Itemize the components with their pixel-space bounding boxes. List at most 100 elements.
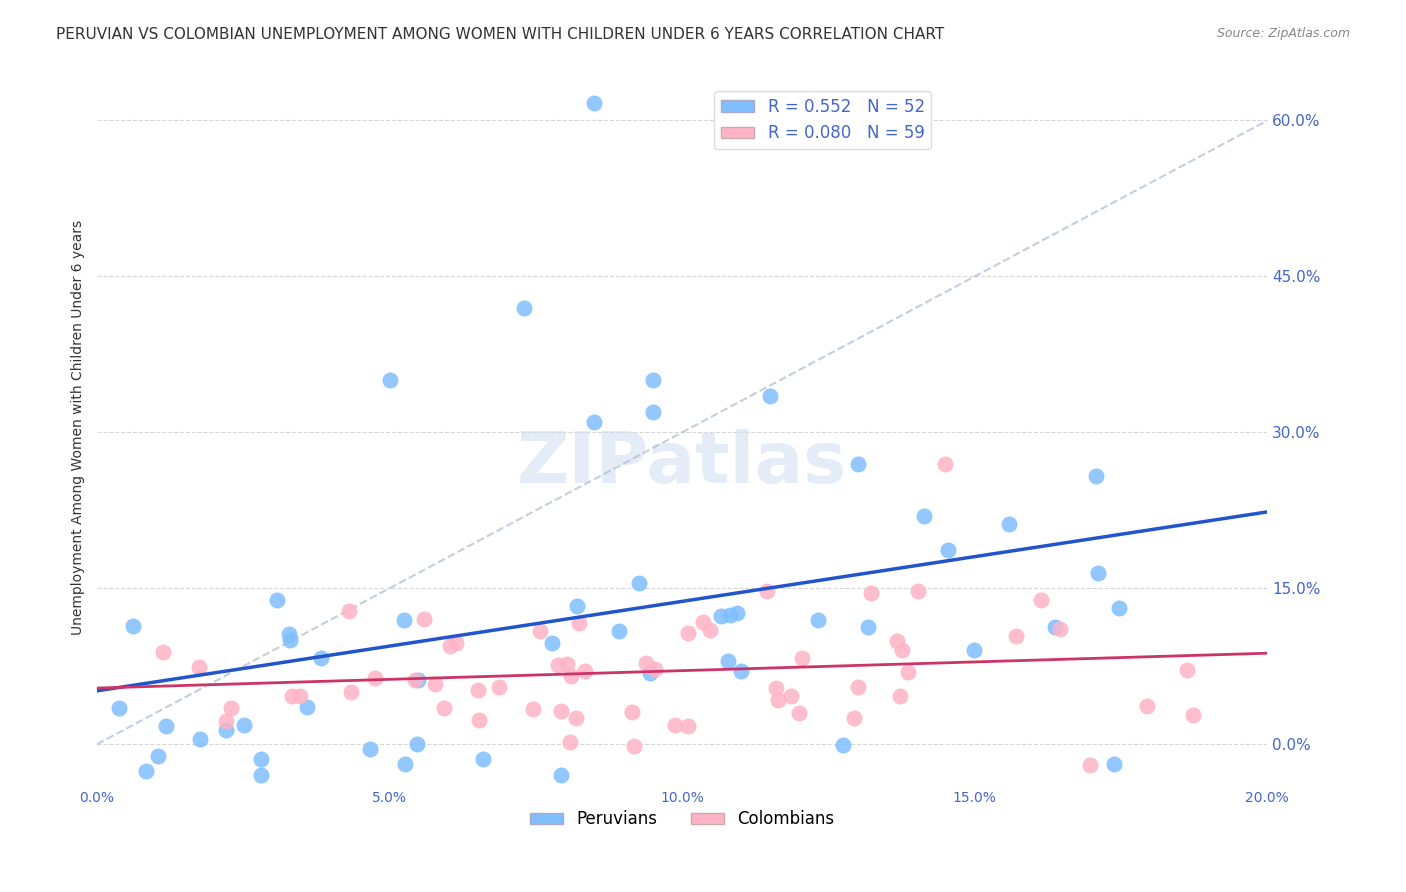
Point [232,717,254,731]
Point [1108,601,1130,615]
Point [1078,758,1101,772]
Point [1102,756,1125,771]
Point [444,635,467,649]
Point [219,700,242,714]
Point [378,373,401,387]
Point [467,714,489,728]
Point [1087,566,1109,580]
Point [281,689,304,703]
Point [574,664,596,678]
Point [107,701,129,715]
Point [567,599,589,613]
Point [565,710,588,724]
Point [718,608,741,623]
Point [846,457,869,471]
Point [607,624,630,639]
Point [856,620,879,634]
Point [471,752,494,766]
Point [676,719,699,733]
Point [768,692,790,706]
Point [831,738,853,752]
Point [963,643,986,657]
Point [641,373,664,387]
Point [146,749,169,764]
Point [756,584,779,599]
Point [155,719,177,733]
Point [644,662,666,676]
Point [583,415,606,429]
Point [699,623,721,637]
Point [759,389,782,403]
Point [188,731,211,746]
Point [620,706,643,720]
Point [627,576,650,591]
Point [1181,708,1204,723]
Point [188,659,211,673]
Point [529,624,551,638]
Point [277,626,299,640]
Point [560,735,582,749]
Point [641,404,664,418]
Point [1136,698,1159,713]
Point [1177,663,1199,677]
Point [998,517,1021,532]
Point [278,633,301,648]
Point [359,742,381,756]
Point [309,650,332,665]
Point [557,657,579,671]
Point [1049,623,1071,637]
Point [889,690,911,704]
Point [807,613,830,627]
Point [122,618,145,632]
Point [623,739,645,754]
Point [912,509,935,524]
Point [938,542,960,557]
Point [406,673,429,687]
Point [214,723,236,737]
Legend: Peruvians, Colombians: Peruvians, Colombians [523,804,841,835]
Point [710,608,733,623]
Point [896,665,918,680]
Point [423,677,446,691]
Point [678,626,700,640]
Point [560,668,582,682]
Point [1085,469,1108,483]
Point [716,654,738,668]
Point [467,682,489,697]
Point [439,639,461,653]
Point [522,702,544,716]
Point [634,656,657,670]
Text: ZIPatlas: ZIPatlas [517,428,848,498]
Point [730,664,752,678]
Point [547,657,569,672]
Y-axis label: Unemployment Among Women with Children Under 6 years: Unemployment Among Women with Children U… [72,219,86,635]
Point [266,593,288,607]
Point [250,768,273,782]
Point [337,604,360,618]
Point [394,757,416,772]
Point [1004,629,1026,643]
Point [412,612,434,626]
Point [568,616,591,631]
Text: PERUVIAN VS COLOMBIAN UNEMPLOYMENT AMONG WOMEN WITH CHILDREN UNDER 6 YEARS CORRE: PERUVIAN VS COLOMBIAN UNEMPLOYMENT AMONG… [56,27,945,42]
Point [297,700,319,714]
Point [725,606,748,620]
Point [488,680,510,694]
Point [288,690,311,704]
Point [787,706,810,720]
Point [1043,620,1066,634]
Point [550,704,572,718]
Point [364,671,387,685]
Point [860,586,883,600]
Point [692,615,714,629]
Point [513,301,536,315]
Point [583,95,606,110]
Text: Source: ZipAtlas.com: Source: ZipAtlas.com [1216,27,1350,40]
Point [541,636,564,650]
Point [250,752,273,766]
Point [404,673,426,687]
Point [934,457,956,471]
Point [792,651,814,665]
Point [1031,593,1053,607]
Point [214,714,236,728]
